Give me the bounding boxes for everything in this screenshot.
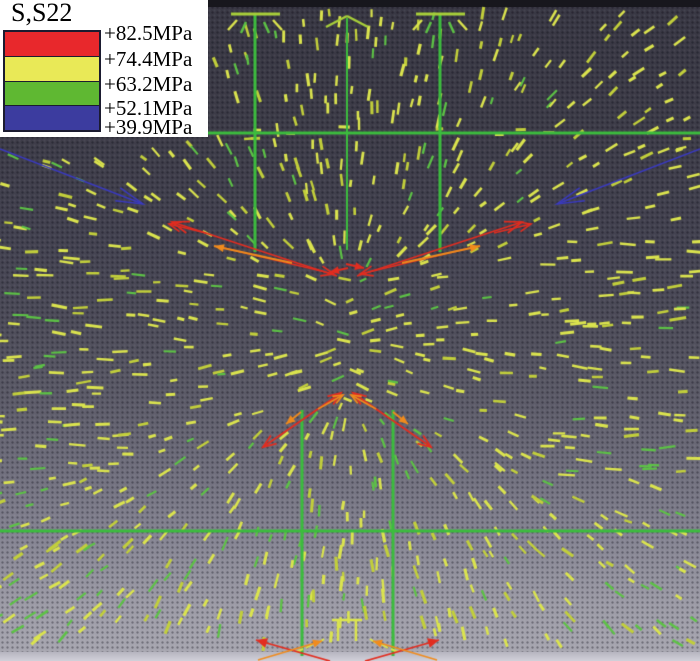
legend-value: +74.4MPa: [104, 47, 193, 71]
legend-colorbar: [3, 30, 101, 132]
legend-title: S,S22: [11, 0, 73, 27]
stress-legend-panel: S,S22 +82.5MPa +74.4MPa +63.2MPa +52.1MP…: [0, 0, 208, 139]
legend-value-labels: +82.5MPa +74.4MPa +63.2MPa +52.1MPa +39.…: [104, 0, 208, 139]
legend-value: +82.5MPa: [104, 21, 193, 45]
legend-band-yellow: [5, 56, 99, 82]
legend-value: +39.9MPa: [104, 115, 193, 139]
legend-band-blue: [5, 106, 99, 130]
legend-band-red: [5, 32, 99, 57]
legend-band-green: [5, 81, 99, 107]
legend-value: +52.1MPa: [104, 96, 193, 120]
legend-value: +63.2MPa: [104, 72, 193, 96]
